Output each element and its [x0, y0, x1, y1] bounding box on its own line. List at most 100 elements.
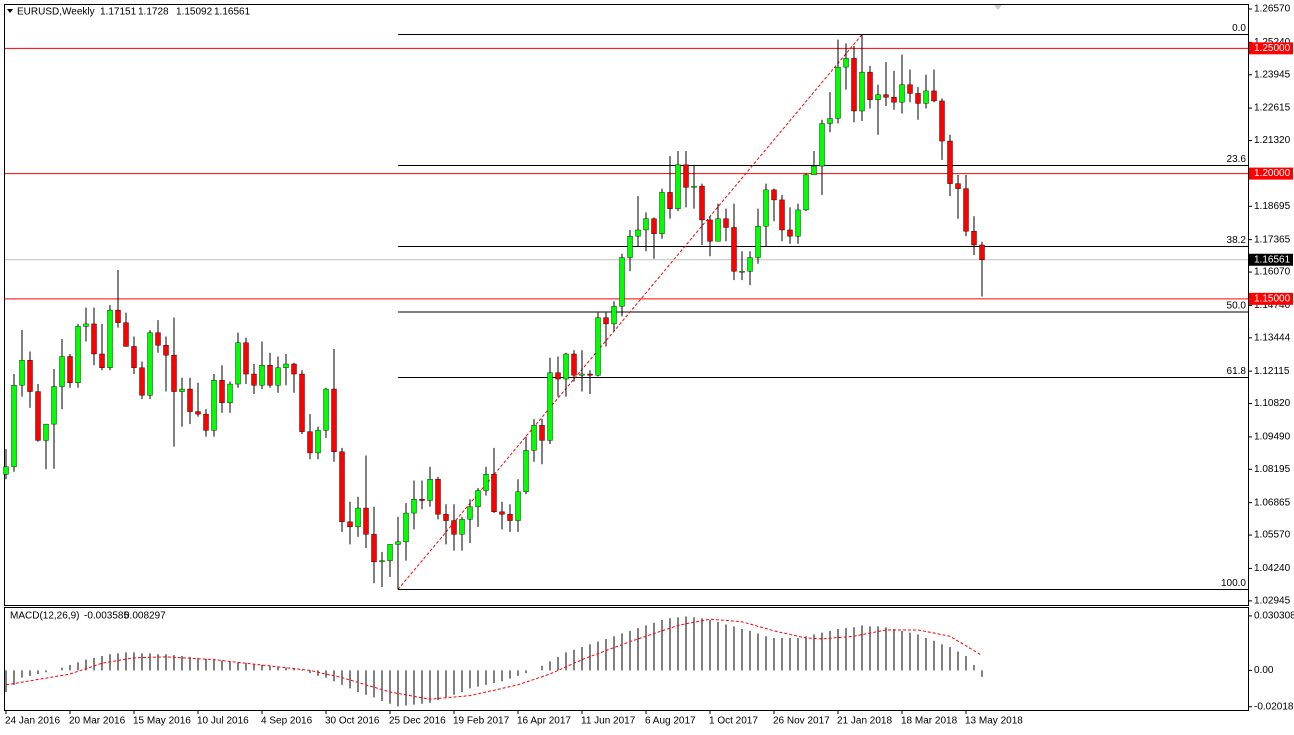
y-tick-label: 1.23945 [1254, 69, 1291, 80]
candle-body [227, 383, 233, 404]
level-label-box [1249, 42, 1293, 55]
candle-body [243, 342, 249, 375]
candle-body [387, 544, 393, 561]
candle-body [347, 521, 353, 528]
candle-body [683, 164, 689, 188]
candle-body [43, 423, 49, 441]
candle-body [435, 479, 441, 515]
y-tick-label: 1.17365 [1254, 234, 1291, 245]
candle-body [963, 188, 969, 232]
candle-body [763, 189, 769, 227]
candle-body [883, 94, 889, 98]
candle-body [595, 317, 601, 376]
candle-body [427, 479, 433, 501]
candle-body [691, 185, 697, 188]
candle-body [291, 363, 297, 375]
candle-body [275, 367, 281, 386]
x-tick-label: 24 Jan 2016 [5, 716, 60, 727]
candle-body [195, 411, 201, 415]
candle-body [667, 192, 673, 209]
x-tick-label: 11 Jun 2017 [581, 716, 636, 727]
macd-signal-value: 0.008297 [124, 611, 166, 622]
x-tick-label: 20 Mar 2016 [69, 716, 126, 727]
candle-body [651, 218, 657, 234]
candle-body [147, 332, 153, 396]
candle-body [459, 519, 465, 535]
candle-body [675, 164, 681, 209]
candle-body [67, 356, 73, 383]
fib-level-label: 38.2 [1227, 235, 1247, 246]
y-tick-label: 1.05570 [1254, 530, 1291, 541]
fib-level-label: 0.0 [1232, 23, 1246, 34]
candle-body [859, 71, 865, 112]
y-tick-label: 1.10820 [1254, 398, 1291, 409]
candle-body [323, 388, 329, 431]
candle-body [579, 373, 585, 376]
candle-body [363, 507, 369, 535]
candle-body [555, 372, 561, 380]
candle-body [739, 271, 745, 273]
candle-body [211, 380, 217, 431]
candle-body [851, 58, 857, 112]
candle-body [19, 360, 25, 386]
candle-body [123, 322, 129, 347]
candle-body [843, 58, 849, 68]
y-tick-label: 1.12115 [1254, 366, 1290, 377]
candle-body [331, 388, 337, 452]
x-tick-label: 6 Aug 2017 [645, 716, 696, 727]
candle-body [699, 185, 705, 221]
candle-body [403, 512, 409, 543]
candle-body [395, 541, 401, 545]
macd-frame [4, 607, 1249, 711]
candle-body [315, 430, 321, 454]
x-tick-label: 1 Oct 2017 [709, 716, 758, 727]
fib-level-label: 23.6 [1227, 154, 1247, 165]
candle-body [899, 84, 905, 103]
candle-body [875, 94, 881, 100]
candle-body [179, 388, 185, 392]
candle-body [779, 199, 785, 231]
candle-body [187, 388, 193, 412]
ohlc-high: 1.1728 [138, 7, 169, 18]
fib-level-label: 100.0 [1221, 578, 1246, 589]
candle-body [475, 490, 481, 507]
candle-body [139, 367, 145, 396]
candle-body [411, 499, 417, 514]
candle-body [91, 323, 97, 355]
x-tick-label: 13 May 2018 [965, 716, 1023, 727]
candle-body [627, 236, 633, 258]
y-tick-label: 1.26570 [1254, 4, 1291, 15]
y-tick-label: 1.08195 [1254, 464, 1291, 475]
candle-body [99, 353, 105, 368]
macd-title: MACD(12,26,9) [10, 611, 79, 622]
ohlc-open: 1.17151 [100, 7, 137, 18]
candle-body [299, 373, 305, 432]
candle-body [35, 391, 41, 441]
candle-body [827, 118, 833, 124]
symbol-title: EURUSD,Weekly [17, 7, 95, 18]
candle-body [979, 244, 985, 260]
candle-body [11, 385, 17, 467]
candle-body [923, 90, 929, 104]
menu-arrow[interactable] [7, 9, 13, 13]
candle-body [163, 345, 169, 356]
x-tick-label: 25 Dec 2016 [389, 716, 446, 727]
candle-body [715, 218, 721, 242]
candle-body [811, 165, 817, 176]
candle-body [795, 209, 801, 237]
candle-body [731, 227, 737, 272]
candle-body [251, 373, 257, 386]
x-tick-label: 10 Jul 2016 [197, 716, 249, 727]
candle-body [59, 356, 65, 387]
macd-y-tick-label: 0.030308 [1254, 611, 1294, 622]
y-tick-label: 1.21320 [1254, 135, 1291, 146]
candle-body [835, 66, 841, 119]
ohlc-low: 1.15092 [176, 7, 213, 18]
x-tick-label: 15 May 2016 [133, 716, 191, 727]
candle-body [755, 226, 761, 258]
candle-body [507, 514, 513, 521]
candle-body [371, 534, 377, 563]
candle-body [915, 93, 921, 104]
candle-body [443, 514, 449, 521]
candle-body [3, 466, 9, 475]
